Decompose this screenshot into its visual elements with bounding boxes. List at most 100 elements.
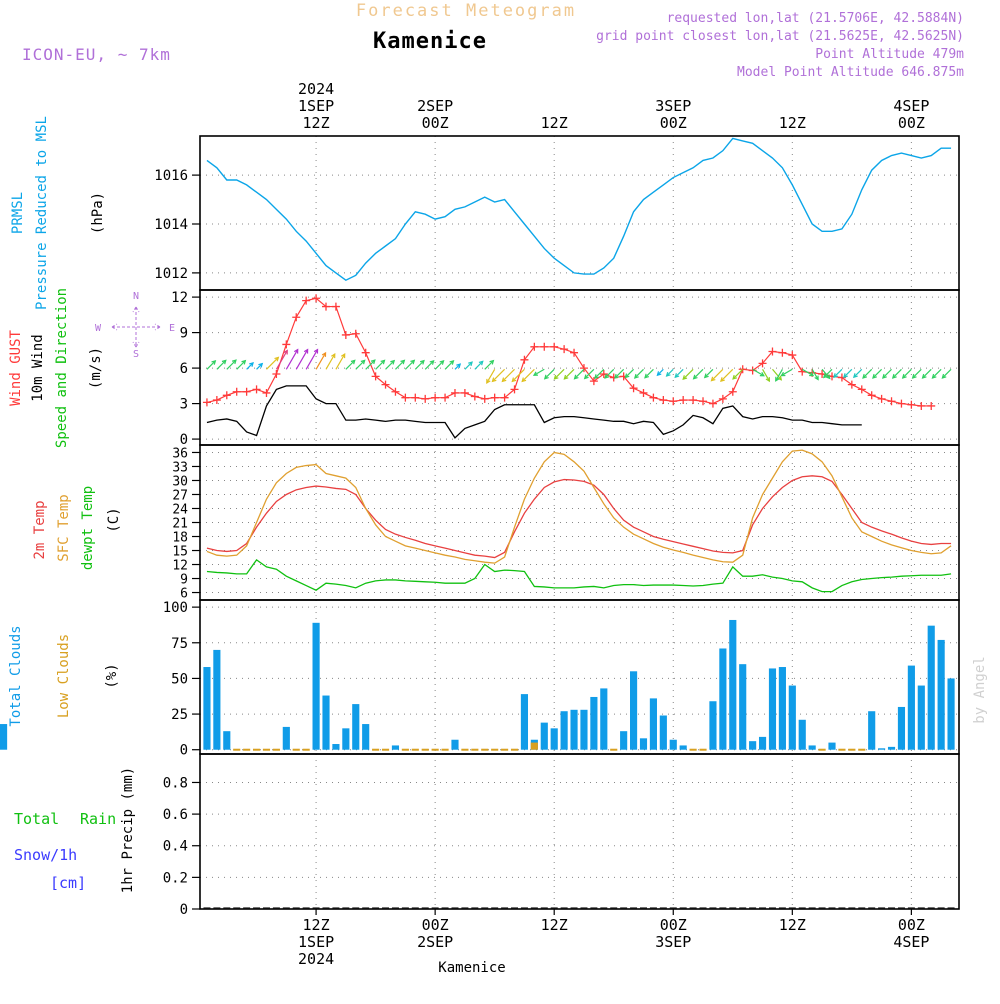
wind-arrow: [474, 360, 484, 370]
precip-unit: 1hr Precip (mm): [120, 767, 136, 893]
time-label-bottom: 00Z: [660, 916, 687, 934]
wind-arrowhead: [521, 377, 527, 383]
gust-marker: [470, 392, 479, 401]
wind-arrow: [922, 368, 932, 379]
wind-unit: (m/s): [88, 347, 104, 389]
gust-marker: [579, 364, 588, 373]
precip-snow-label: Snow/1h: [14, 846, 77, 864]
wind-arrowhead: [340, 353, 346, 359]
wind-arrowhead: [633, 373, 639, 379]
time-label-bottom: 2SEP: [417, 933, 453, 951]
wind-arrowhead: [543, 374, 549, 380]
wind-arrowhead: [231, 359, 237, 365]
wind-arrowhead: [822, 373, 828, 379]
wind-arrowhead: [360, 359, 366, 365]
wind-arrow: [752, 368, 765, 377]
total-cloud-bar: [203, 667, 211, 750]
wind-arrowhead: [814, 375, 819, 381]
gust-marker: [391, 387, 400, 396]
panel-frame: [199, 289, 960, 446]
ytick-label: 75: [171, 636, 188, 652]
wind-arrow: [912, 368, 922, 379]
total-cloud-bar: [649, 698, 657, 750]
wind-arrow: [216, 359, 227, 370]
ytick-label: 3: [180, 397, 188, 413]
temp-sfc-label: SFC Temp: [56, 494, 72, 561]
wind-arrowhead: [604, 373, 610, 379]
ytick-label: 6: [180, 587, 188, 602]
wind-arrow: [533, 368, 545, 376]
wind-arrow: [285, 349, 299, 370]
wind-arrowhead: [852, 373, 858, 379]
gust-marker: [460, 388, 469, 397]
wind-arrow: [644, 368, 654, 379]
gust-marker: [212, 396, 221, 405]
panel-frame: [199, 753, 960, 910]
wind-arrow: [206, 360, 216, 370]
total-cloud-bar: [352, 704, 360, 750]
wind-arrow: [853, 368, 863, 378]
wind-arrowhead: [710, 376, 716, 382]
wind-arrowhead: [331, 353, 336, 359]
wind-arrowhead: [321, 351, 327, 357]
wind-arrowhead: [449, 359, 455, 365]
wind-arrowhead: [775, 376, 780, 382]
total-cloud-bar: [332, 744, 340, 750]
gust-marker: [917, 401, 926, 410]
wind-arrow: [732, 368, 744, 380]
ytick-label: 0.8: [163, 775, 188, 791]
wind-arrow: [720, 368, 734, 382]
wind-arrowhead: [759, 372, 765, 377]
time-label-bottom: 00Z: [898, 916, 925, 934]
wind-arrowhead: [221, 359, 227, 365]
wind-arrow: [501, 368, 515, 382]
wind-arrowhead: [843, 373, 848, 379]
wind-arrow: [902, 368, 912, 379]
wind-arrow: [404, 359, 415, 370]
total-cloud-bar: [739, 664, 747, 750]
total-cloud-bar: [342, 728, 350, 750]
gust-marker: [857, 385, 866, 394]
wind-arrowhead: [703, 373, 709, 379]
wind-arrowhead: [468, 361, 473, 367]
wind-arrow: [704, 368, 714, 378]
total-cloud-bar: [451, 739, 459, 750]
time-label-top: 4SEP: [893, 97, 929, 115]
gust-marker: [599, 370, 608, 379]
wind-arrow: [801, 368, 814, 377]
gust-marker: [341, 330, 350, 339]
gust-marker: [798, 367, 807, 376]
wind-arrow: [335, 353, 346, 370]
ytick-label: 6: [180, 361, 188, 377]
wind-arrowhead: [862, 373, 868, 379]
wind-arrowhead: [891, 373, 897, 379]
total-cloud-bar: [878, 748, 886, 750]
gust-marker: [589, 377, 598, 386]
gust-marker: [639, 388, 648, 397]
location-title: Kamenice: [373, 29, 487, 54]
wind-arrow: [604, 368, 615, 379]
wind-arrow: [781, 368, 793, 377]
gust-marker: [897, 399, 906, 408]
gust-marker: [510, 385, 519, 394]
total-cloud-bar: [937, 639, 945, 750]
compass-arrows: [111, 306, 161, 348]
time-label-top: 12Z: [541, 114, 568, 132]
wind-arrow: [246, 362, 254, 370]
wind-arrow: [811, 368, 819, 380]
model-altitude: Model Point Altitude 646.875m: [737, 65, 964, 80]
gust-marker: [490, 393, 499, 402]
wind-arrow: [365, 359, 376, 370]
wind-arrow: [772, 368, 782, 381]
gust-marker: [411, 393, 420, 402]
gust-marker: [331, 302, 340, 311]
gust-marker: [540, 342, 549, 351]
total-cloud-bar: [808, 745, 816, 750]
gust-marker: [361, 348, 370, 357]
total-cloud-bar: [282, 726, 290, 750]
total-cloud-bar: [362, 724, 370, 750]
panel-precip: 0 0.2 0.4 0.6 0.8: [163, 754, 959, 918]
point-altitude: Point Altitude 479m: [815, 47, 964, 62]
